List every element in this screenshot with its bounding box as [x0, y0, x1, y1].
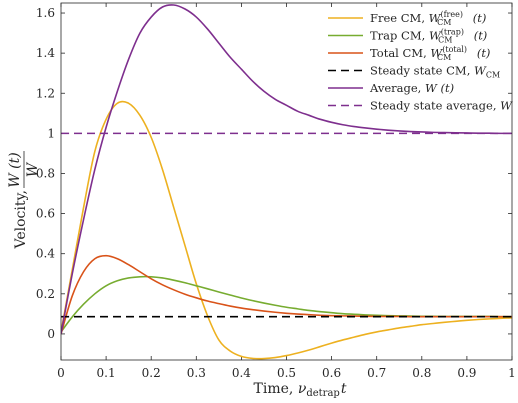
y-axis-label-numerator: W (t) [7, 152, 23, 187]
y-tick-label: 1.2 [36, 86, 55, 100]
series-layer [61, 4, 512, 360]
legend-entry-steady_avg: Steady state average, W [370, 99, 513, 113]
x-tick-label: 0.1 [97, 366, 116, 380]
plot-area [61, 3, 512, 360]
y-tick-label: 0.2 [36, 287, 55, 301]
x-axis-label-var: t [341, 381, 347, 397]
x-tick-label: 0.7 [367, 366, 386, 380]
legend-entry-free_cm: Free CM, W(free) CM (t) [370, 10, 486, 27]
y-tick-label: 0 [47, 327, 55, 341]
y-axis-label-denominator: W [25, 161, 41, 177]
y-tick-label: 1.4 [36, 46, 55, 60]
x-axis-label-prefix: Time, [254, 381, 298, 397]
series-line-average [61, 4, 512, 335]
x-tick-label: 0.6 [322, 366, 341, 380]
plot-frame [60, 2, 513, 361]
y-axis-label-prefix: Velocity, [13, 190, 29, 249]
legend-entry-average: Average, W (t) [369, 81, 454, 95]
y-tick-label: 0.8 [36, 166, 55, 180]
y-axis-label: Velocity, W (t) W [7, 151, 41, 249]
y-tick-label: 1.6 [36, 6, 55, 20]
x-tick-label: 0.3 [187, 366, 206, 380]
series-line-total_cm [61, 254, 512, 335]
legend-entry-trap_cm: Trap CM, W(trap) CM (t) [370, 28, 487, 45]
x-tick-label: 0.8 [412, 366, 431, 380]
x-tick-label: 0 [57, 366, 65, 380]
y-tick-label: 0.6 [36, 207, 55, 221]
y-tick-label: 1 [47, 126, 55, 140]
x-axis-label-nu: ν [298, 381, 307, 397]
x-axis-label: Time, νdetrapt [254, 381, 347, 399]
y-tick-label: 0.4 [36, 247, 55, 261]
x-tick-label: 0.4 [232, 366, 251, 380]
legend-entry-total_cm: Total CM, W(total) CM (t) [370, 45, 490, 62]
series-line-free_cm [61, 100, 512, 360]
x-axis-label-sub: detrap [306, 388, 339, 399]
legend-entry-steady_cm: Steady state CM, WCM [370, 64, 500, 80]
x-tick-label: 0.2 [142, 366, 161, 380]
legend: Free CM, W(free) CM (t)Trap CM, W(trap) CM… [328, 10, 513, 113]
x-tick-label: 0.5 [277, 366, 296, 380]
x-tick-label: 0.9 [457, 366, 476, 380]
tick-labels: 0 0.1 0.2 0.3 0.4 0.5 0.6 0.7 0.8 0.9 1 0 0.2 0.4 0.6 0… [36, 6, 516, 380]
x-tick-label: 1 [508, 366, 516, 380]
